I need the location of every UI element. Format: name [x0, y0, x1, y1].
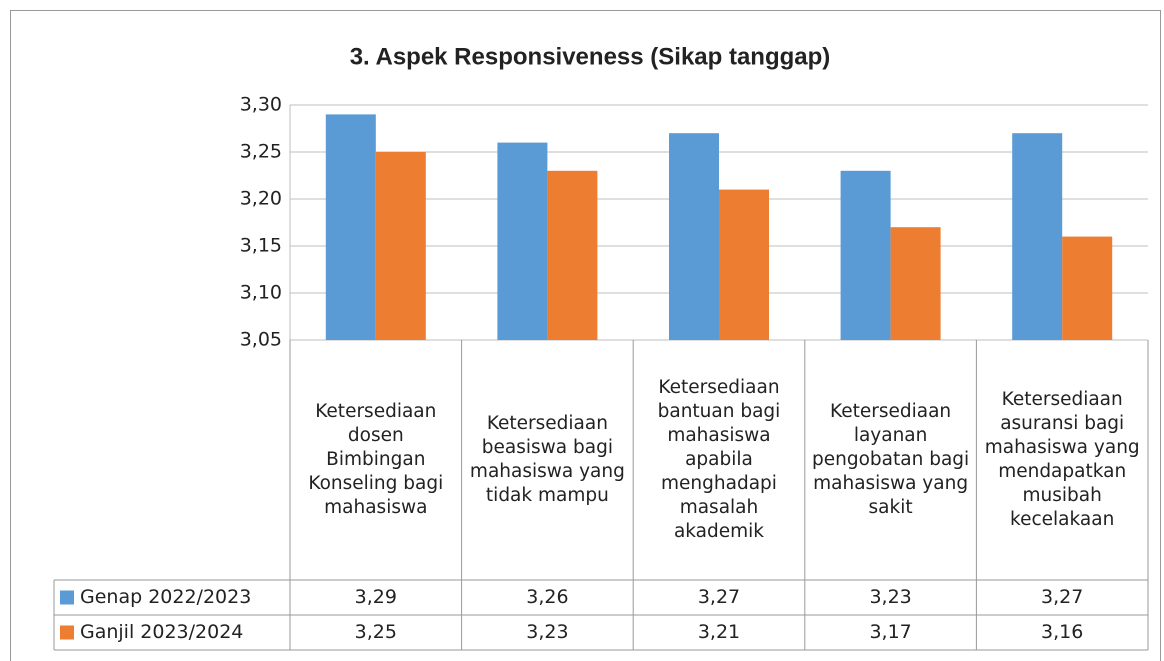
y-tick-label: 3,05	[240, 329, 282, 351]
bar	[325, 114, 376, 341]
bar	[890, 227, 941, 340]
table-value: 3,27	[1041, 586, 1083, 608]
bar	[719, 189, 769, 340]
bar	[669, 133, 719, 340]
bar	[1012, 133, 1063, 340]
table-value: 3,23	[526, 621, 568, 643]
y-tick-label: 3,15	[240, 235, 282, 257]
bar	[375, 152, 426, 340]
table-value: 3,21	[698, 621, 740, 643]
table-value: 3,23	[869, 586, 911, 608]
legend-label: Genap 2022/2023	[80, 586, 251, 608]
y-tick-label: 3,30	[240, 94, 282, 116]
x-tick-cell: Ketersediaan layanan pengobatan bagi mah…	[812, 401, 970, 518]
x-tick-cell: Ketersediaan bantuan bagi mahasiswa apab…	[657, 377, 781, 542]
y-tick-label: 3,25	[240, 141, 282, 163]
table-value: 3,27	[698, 586, 740, 608]
x-tick-label: Ketersediaan bantuan bagi mahasiswa apab…	[657, 377, 781, 542]
legend-label: Ganjil 2023/2024	[80, 621, 243, 643]
x-tick-cell: Ketersediaan dosen Bimbingan Konseling b…	[308, 401, 444, 518]
table-value: 3,16	[1041, 621, 1083, 643]
x-tick-cell: Ketersediaan asuransi bagi mahasiswa yan…	[984, 389, 1140, 530]
x-tick-label: Ketersediaan dosen Bimbingan Konseling b…	[308, 401, 444, 518]
x-tick-label: Ketersediaan layanan pengobatan bagi mah…	[812, 401, 970, 518]
y-tick-label: 3,20	[240, 188, 282, 210]
table-value: 3,29	[355, 586, 397, 608]
table-value: 3,25	[355, 621, 397, 643]
bar	[1062, 236, 1113, 340]
x-tick-label: Ketersediaan beasiswa bagi mahasiswa yan…	[469, 413, 625, 506]
y-tick-label: 3,10	[240, 282, 282, 304]
x-tick-cell: Ketersediaan beasiswa bagi mahasiswa yan…	[469, 413, 625, 506]
bar	[497, 142, 548, 340]
legend-swatch	[60, 625, 74, 640]
x-tick-label: Ketersediaan asuransi bagi mahasiswa yan…	[984, 389, 1140, 530]
legend-swatch	[60, 590, 74, 605]
bar	[547, 170, 598, 340]
chart-title: 3. Aspek Responsiveness (Sikap tanggap)	[350, 43, 831, 70]
bar	[840, 170, 891, 340]
table-value: 3,17	[869, 621, 911, 643]
table-value: 3,26	[526, 586, 568, 608]
